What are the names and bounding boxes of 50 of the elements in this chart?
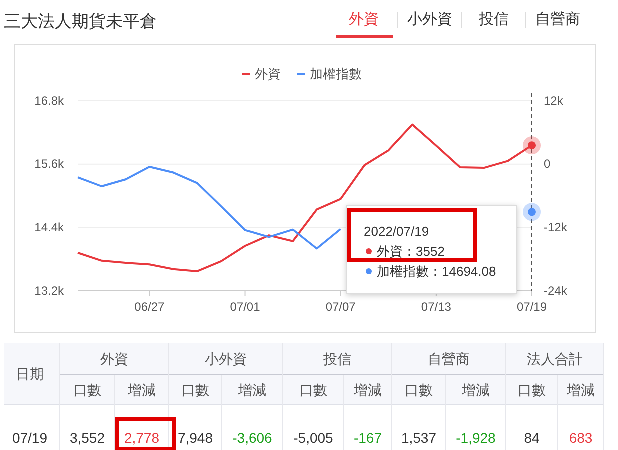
- y-tick-label: 15.6k: [34, 157, 65, 172]
- text: 增減: [353, 382, 382, 398]
- y2-tick-label: -24k: [544, 284, 568, 298]
- y-tick-label: 16.8k: [34, 94, 65, 108]
- y2-tick-label: 12k: [544, 94, 564, 108]
- text: 自營商: [428, 351, 470, 367]
- text: 口數: [182, 382, 210, 398]
- x-tick-label: 07/19: [516, 300, 548, 314]
- text: 3,552: [70, 430, 106, 446]
- text: 增減: [238, 382, 266, 398]
- text: 07/19: [12, 430, 48, 446]
- text: 三大法人期貨未平倉: [4, 12, 157, 31]
- text: -3,606: [232, 430, 273, 446]
- category-label: 外資: [349, 11, 379, 28]
- text: 小外資: [205, 351, 247, 367]
- text: 法人合計: [527, 351, 583, 367]
- category-label: 自營商: [536, 11, 580, 28]
- annotation: 外資：3552: [377, 244, 445, 259]
- text: 增減: [461, 382, 490, 398]
- x-tick-label: 07/13: [421, 300, 452, 314]
- text: -167: [354, 430, 382, 446]
- text: 683: [569, 430, 593, 446]
- annotation: 加權指數：14694.08: [377, 264, 496, 279]
- text: 日期: [16, 366, 44, 382]
- text: 2,778: [124, 430, 160, 446]
- text: 7,948: [178, 430, 214, 446]
- y2-tick-label: 0: [544, 157, 551, 172]
- text: 口數: [405, 382, 433, 398]
- legend-label: 外資: [255, 66, 281, 82]
- legend-label: 加權指數: [310, 66, 362, 82]
- x-tick-label: 06/27: [134, 300, 166, 314]
- text: 投信: [322, 351, 352, 367]
- y2-tick-label: -12k: [544, 220, 568, 235]
- text: 口數: [518, 382, 546, 398]
- text: 84: [524, 430, 540, 446]
- text: 1,537: [401, 430, 437, 446]
- text: 增減: [127, 382, 156, 398]
- text: 外資: [100, 351, 128, 367]
- text: 口數: [300, 382, 328, 398]
- text: -5,005: [294, 430, 334, 446]
- x-tick-label: 07/07: [326, 300, 356, 314]
- x-tick-label: 07/01: [230, 300, 261, 314]
- y-tick-label: 14.4k: [34, 220, 65, 235]
- text: 增減: [566, 382, 595, 398]
- category-label: 投信: [478, 11, 509, 28]
- y-tick-label: 13.2k: [34, 284, 65, 298]
- text: -1,928: [456, 430, 496, 446]
- annotation: 2022/07/19: [364, 224, 430, 239]
- text: 口數: [74, 382, 102, 398]
- category-label: 小外資: [408, 11, 452, 28]
